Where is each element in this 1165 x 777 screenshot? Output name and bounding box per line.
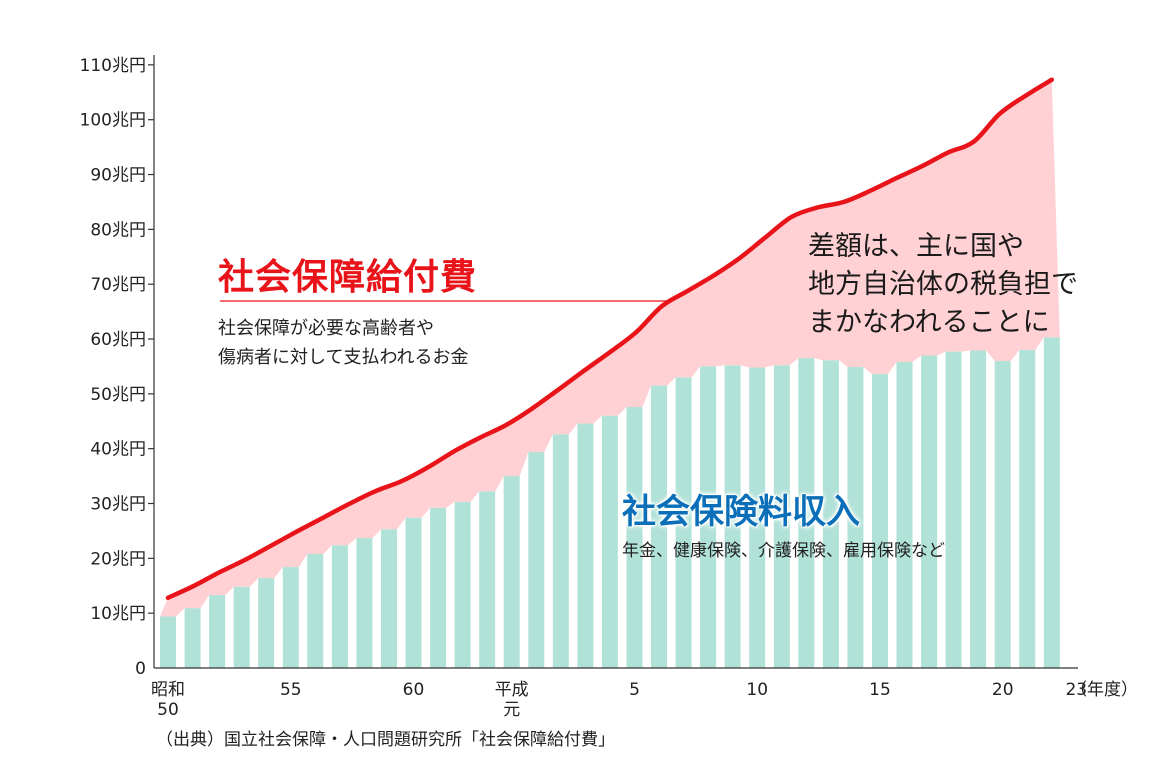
income-bar: [970, 350, 987, 668]
x-tick-label: 20: [992, 680, 1014, 700]
benefit-description: 社会保障が必要な高齢者や 傷病者に対して支払われるお金: [218, 314, 469, 372]
income-bar: [528, 452, 545, 668]
y-tick-label: 40兆円: [90, 440, 146, 460]
gap-layer: [160, 79, 1060, 617]
income-bar: [994, 361, 1011, 668]
x-axis-unit-label: （年度）: [1070, 680, 1138, 700]
x-tick-label: 5: [629, 680, 640, 700]
y-tick-label: 10兆円: [90, 604, 146, 624]
income-bar: [773, 365, 790, 668]
y-tick-label: 90兆円: [90, 166, 146, 186]
x-tick-label: 23: [1065, 680, 1087, 700]
x-tick-label: 50: [157, 700, 179, 720]
income-bar: [479, 491, 496, 668]
income-bar: [258, 578, 275, 668]
y-tick-label: 100兆円: [80, 111, 146, 131]
benefit-description-line: 社会保障が必要な高齢者や: [218, 318, 434, 339]
income-bar: [282, 567, 299, 668]
x-tick-label: 15: [869, 680, 891, 700]
income-bar: [160, 616, 176, 668]
income-bar: [1019, 350, 1036, 668]
y-tick-label: 20兆円: [90, 549, 146, 569]
income-bar: [307, 554, 324, 668]
income-bar: [577, 423, 594, 668]
income-bar: [331, 545, 348, 668]
y-tick-label: 80兆円: [90, 220, 146, 240]
gap-note: 差額は、主に国や 地方自治体の税負担で まかなわれることに: [808, 228, 1078, 342]
income-bar: [552, 434, 569, 668]
x-tick-label: 55: [280, 680, 302, 700]
x-tick-label: 平成: [495, 680, 529, 700]
x-tick-label: 10: [746, 680, 768, 700]
income-bar: [724, 365, 741, 668]
y-tick-label: 30兆円: [90, 495, 146, 515]
gap-area: [160, 79, 1060, 617]
income-bar: [896, 362, 913, 668]
benefit-series-title: 社会保障給付費: [218, 257, 478, 298]
income-bar: [1043, 337, 1060, 668]
income-bar: [749, 367, 766, 668]
income-bar: [601, 415, 618, 668]
income-bar: [184, 608, 201, 668]
income-bar: [233, 586, 250, 668]
income-bar: [822, 360, 839, 668]
income-bar: [356, 538, 373, 668]
benefit-line: [165, 77, 1055, 601]
income-bar: [209, 595, 226, 668]
income-bar: [381, 529, 397, 668]
y-tick-label: 110兆円: [80, 56, 146, 76]
income-description: 年金、健康保険、介護保険、雇用保険など: [622, 541, 945, 561]
axis-layer: 0 10兆円 20兆円 30兆円 40兆円 50兆円 60兆円 70兆円 80兆円 90兆円 100…: [80, 55, 1138, 720]
gap-note-line: 差額は、主に国や: [808, 231, 1024, 262]
gap-note-line: 地方自治体の税負担で: [808, 269, 1078, 300]
income-series-title: 社会保険料収入: [622, 492, 860, 532]
income-bar: [651, 385, 667, 668]
y-tick-label: 50兆円: [90, 385, 146, 405]
income-bar: [798, 358, 815, 668]
income-bar: [454, 501, 471, 668]
y-tick-label: 0: [135, 659, 146, 679]
benefit-description-line: 傷病者に対して支払われるお金: [218, 347, 469, 368]
x-tick-label: 60: [403, 680, 425, 700]
line-layer: [165, 77, 1055, 601]
income-bar: [700, 366, 717, 668]
income-bar: [675, 377, 692, 668]
bars-layer: [160, 337, 1060, 668]
income-bar: [405, 517, 422, 668]
income-bar: [847, 367, 864, 668]
x-tick-label: 元: [503, 700, 520, 720]
x-tick-label: 昭和: [151, 680, 185, 700]
income-bar: [430, 507, 447, 668]
gap-note-line: まかなわれることに: [808, 307, 1050, 338]
income-bar: [503, 476, 520, 668]
source-note: （出典）国立社会保障・人口問題研究所「社会保障給付費」: [156, 730, 615, 750]
income-bar: [872, 374, 888, 668]
income-bar: [945, 351, 962, 668]
income-bar: [626, 407, 643, 668]
income-bar: [921, 355, 938, 668]
y-tick-label: 70兆円: [90, 275, 146, 295]
y-tick-label: 60兆円: [90, 330, 146, 350]
